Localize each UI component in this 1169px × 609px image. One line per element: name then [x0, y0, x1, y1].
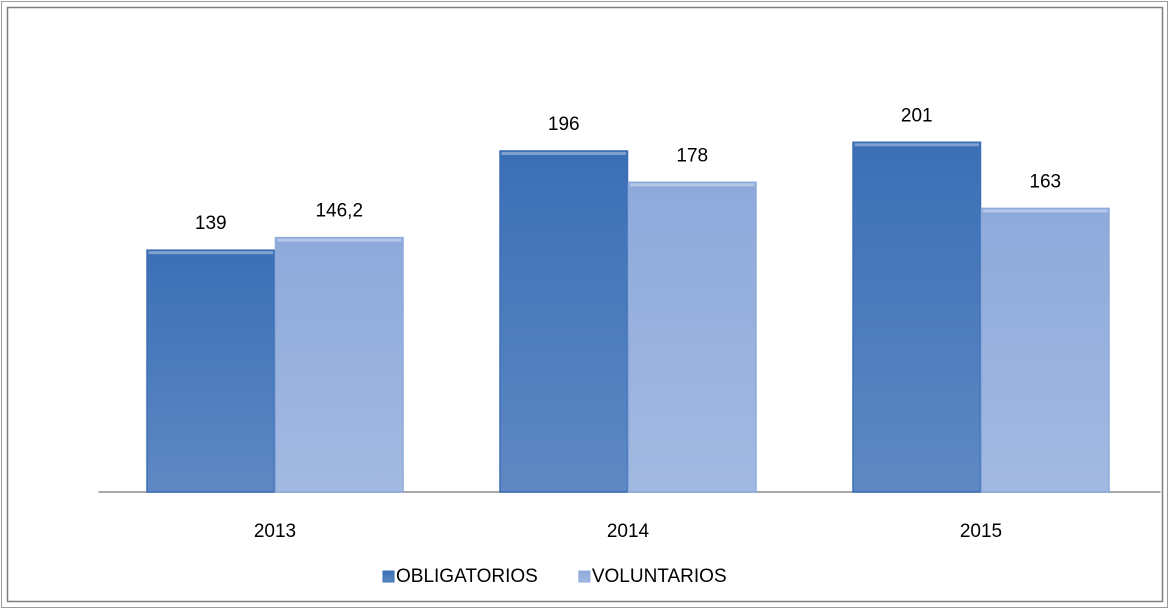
bar — [274, 236, 404, 493]
data-label: 163 — [1029, 171, 1061, 192]
x-tick-label: 2013 — [254, 521, 296, 542]
bar — [980, 207, 1110, 493]
bar — [627, 181, 757, 493]
data-label: 201 — [901, 105, 933, 126]
bar — [852, 141, 982, 493]
bar-bevel — [501, 151, 626, 155]
bar — [499, 150, 629, 493]
legend-label: VOLUNTARIOS — [592, 566, 727, 587]
data-label: 139 — [195, 213, 227, 234]
data-label: 178 — [676, 145, 708, 166]
legend-swatch — [382, 570, 395, 583]
legend-label: OBLIGATORIOS — [396, 566, 538, 587]
data-label: 196 — [548, 114, 580, 135]
bar — [146, 249, 276, 493]
bar-bevel — [630, 183, 755, 187]
bar-bevel — [148, 251, 273, 255]
x-tick-label: 2014 — [607, 521, 650, 542]
chart-frame — [6, 6, 1164, 603]
legend-swatch — [578, 570, 591, 583]
bar-bevel — [854, 143, 979, 147]
bar-bevel — [983, 209, 1108, 213]
x-tick-label: 2015 — [960, 521, 1002, 542]
data-label: 146,2 — [315, 201, 363, 222]
bar-bevel — [277, 238, 402, 242]
